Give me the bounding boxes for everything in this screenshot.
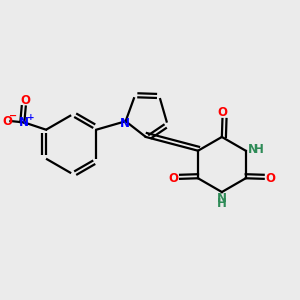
Text: N: N — [19, 116, 29, 129]
Text: +: + — [27, 113, 34, 122]
Text: H: H — [217, 197, 227, 210]
Text: N: N — [120, 117, 130, 130]
Text: O: O — [265, 172, 275, 185]
Text: O: O — [21, 94, 31, 107]
Text: O: O — [2, 115, 12, 128]
Text: −: − — [9, 111, 17, 121]
Text: O: O — [218, 106, 227, 119]
Text: O: O — [169, 172, 179, 185]
Text: H: H — [254, 143, 264, 156]
Text: N: N — [248, 143, 258, 156]
Text: N: N — [217, 192, 227, 205]
